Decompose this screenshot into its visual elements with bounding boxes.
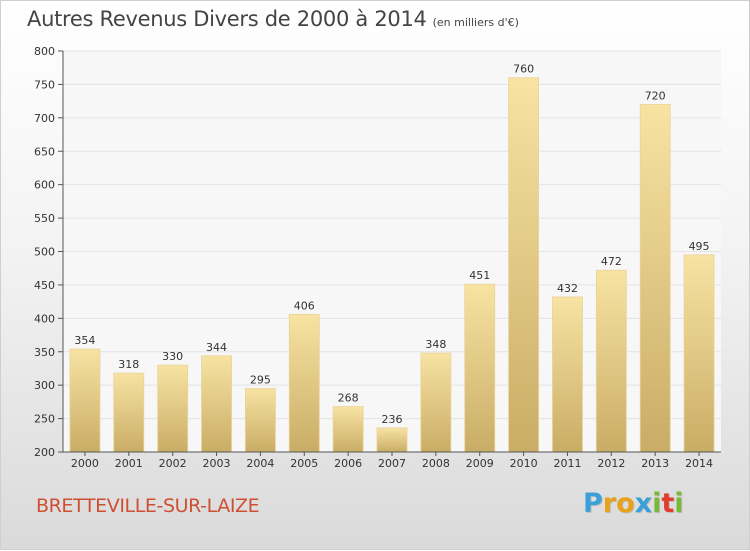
bar-value-label: 344 [206,341,227,354]
bar-value-label: 760 [513,63,534,76]
x-tick-label: 2013 [641,457,669,470]
bar [113,372,145,453]
x-tick-label: 2014 [685,457,713,470]
bar [201,355,232,453]
chart-title: Autres Revenus Divers de 2000 à 2014 (en … [27,7,519,31]
bar-value-label: 318 [118,358,139,371]
bar [244,388,276,453]
y-tick-label: 300 [34,379,55,392]
bar-value-label: 236 [382,413,403,426]
x-tick-label: 2004 [246,457,274,470]
x-tick-label: 2007 [378,457,406,470]
y-tick-label: 250 [34,413,55,426]
proxiti-logo: Proxiti [583,488,684,519]
bar-value-label: 348 [425,338,446,351]
bar [376,427,408,453]
bar-value-label: 451 [469,269,490,282]
logo-letter: t [661,488,675,519]
x-tick-label: 2006 [334,457,362,470]
bar [157,364,189,453]
x-tick-label: 2012 [597,457,625,470]
logo-letter: P [583,488,603,519]
logo-letter: o [616,488,635,519]
bar [288,313,320,453]
bar [420,352,452,453]
chart-title-text: Autres Revenus Divers de 2000 à 2014 [27,7,427,31]
y-tick-label: 750 [34,78,55,91]
x-tick-label: 2005 [290,457,318,470]
bar-value-label: 720 [645,89,666,102]
bar-value-label: 295 [250,374,271,387]
bar [69,348,101,453]
logo-letter: i [652,488,662,519]
x-tick-label: 2003 [203,457,231,470]
bar-value-label: 330 [162,350,183,363]
y-tick-label: 550 [34,212,55,225]
y-tick-label: 400 [34,312,55,325]
y-tick-label: 650 [34,145,55,158]
x-tick-label: 2009 [466,457,494,470]
y-tick-label: 350 [34,346,55,359]
bar [332,406,364,453]
bar [683,254,715,453]
bar-value-label: 406 [294,299,315,312]
x-tick-label: 2011 [553,457,581,470]
bar [508,77,540,453]
y-tick-label: 500 [34,246,55,259]
bar [552,296,583,453]
x-tick-label: 2008 [422,457,450,470]
bar [464,283,496,453]
y-tick-label: 700 [34,112,55,125]
logo-letter: r [602,488,617,519]
bar [595,269,627,453]
bar [639,104,671,453]
x-tick-label: 2001 [115,457,143,470]
bar-value-label: 268 [338,392,359,405]
y-tick-label: 800 [34,45,55,58]
y-tick-label: 450 [34,279,55,292]
bar-value-label: 354 [74,334,95,347]
bar-value-label: 472 [601,255,622,268]
bar-value-label: 432 [557,282,578,295]
logo-letter: i [674,488,684,519]
x-tick-label: 2000 [71,457,99,470]
y-tick-label: 600 [34,179,55,192]
city-name: BRETTEVILLE-SUR-LAIZE [36,495,260,517]
y-tick-label: 200 [34,446,55,459]
x-tick-label: 2010 [510,457,538,470]
bar-value-label: 495 [689,240,710,253]
x-tick-label: 2002 [159,457,187,470]
chart-subtitle: (en milliers d'€) [432,16,519,29]
logo-letter: x [634,488,653,519]
